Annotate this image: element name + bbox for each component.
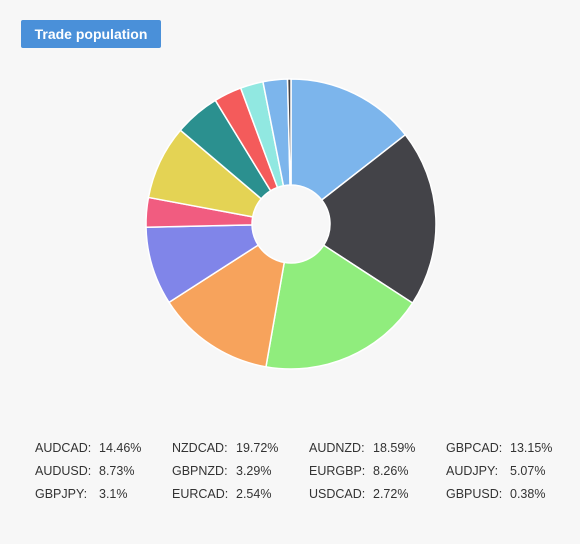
legend-item-audjpy: AUDJPY: 5.07% [446, 463, 575, 479]
legend-item-eurcad: EURCAD: 2.54% [172, 486, 309, 502]
legend-value: 2.72% [373, 487, 409, 501]
legend-item-audusd: AUDUSD: 8.73% [35, 463, 172, 479]
legend-item-audnzd: AUDNZD: 18.59% [309, 440, 446, 456]
legend-value: 5.07% [510, 464, 546, 478]
legend-value: 8.26% [373, 464, 409, 478]
legend-label: GBPCAD: [446, 441, 503, 455]
legend-item-audcad: AUDCAD: 14.46% [35, 440, 172, 456]
legend-label: USDCAD: [309, 487, 366, 501]
legend-item-nzdcad: NZDCAD: 19.72% [172, 440, 309, 456]
legend-label: GBPUSD: [446, 487, 503, 501]
legend-value: 18.59% [373, 441, 416, 455]
chart-legend: AUDCAD: 14.46% NZDCAD: 19.72% AUDNZD: 18.59% G… [35, 440, 575, 502]
legend-value: 0.38% [510, 487, 546, 501]
slice-audcad[interactable] [290, 78, 407, 202]
legend-label: EURGBP: [309, 464, 366, 478]
legend-value: 3.1% [99, 487, 128, 501]
legend-item-eurgbp: EURGBP: 8.26% [309, 463, 446, 479]
legend-item-gbpusd: GBPUSD: 0.38% [446, 486, 575, 502]
legend-label: AUDJPY: [446, 464, 499, 478]
slice-gbpusd[interactable] [286, 78, 292, 186]
legend-value: 19.72% [236, 441, 279, 455]
legend-label: EURCAD: [172, 487, 229, 501]
legend-value: 3.29% [236, 464, 272, 478]
legend-value: 8.73% [99, 464, 135, 478]
legend-label: NZDCAD: [172, 441, 228, 455]
legend-value: 14.46% [99, 441, 142, 455]
legend-item-gbpnzd: GBPNZD: 3.29% [172, 463, 309, 479]
legend-item-usdcad: USDCAD: 2.72% [309, 486, 446, 502]
legend-label: AUDUSD: [35, 464, 92, 478]
slice-audnzd[interactable] [265, 244, 414, 370]
legend-label: GBPJPY: [35, 487, 88, 501]
legend-value: 13.15% [510, 441, 553, 455]
legend-value: 2.54% [236, 487, 272, 501]
slice-gbpcad[interactable] [167, 244, 286, 368]
trade-population-button[interactable]: Trade population [21, 20, 161, 48]
legend-label: GBPNZD: [172, 464, 228, 478]
trade-population-donut-chart [145, 78, 437, 370]
legend-item-gbpcad: GBPCAD: 13.15% [446, 440, 575, 456]
legend-item-gbpjpy: GBPJPY: 3.1% [35, 486, 172, 502]
legend-label: AUDCAD: [35, 441, 92, 455]
chart-slices [145, 78, 437, 370]
slice-nzdcad[interactable] [320, 133, 437, 305]
legend-label: AUDNZD: [309, 441, 365, 455]
